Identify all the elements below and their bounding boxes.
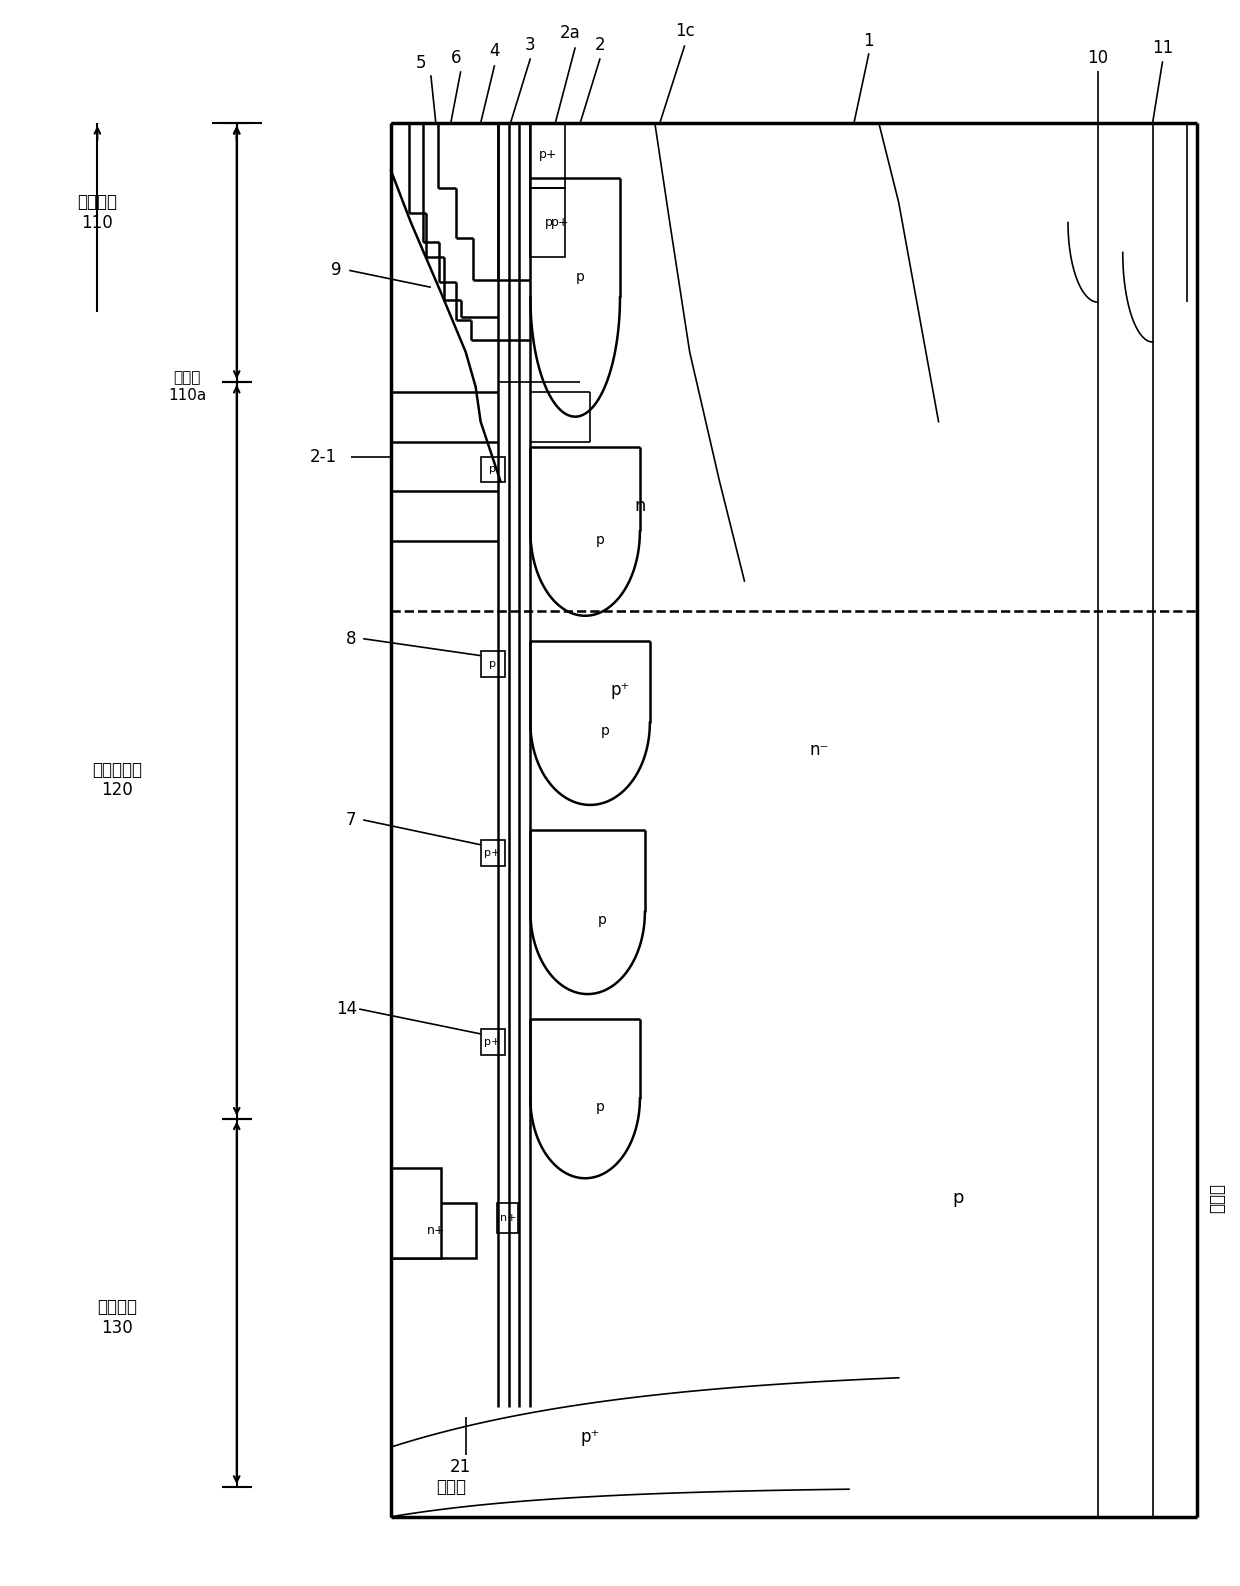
Text: p: p <box>489 658 496 669</box>
Text: 耐压结构部
120: 耐压结构部 120 <box>92 761 143 799</box>
Text: 10: 10 <box>1087 49 1109 67</box>
Text: n⁻: n⁻ <box>810 741 828 760</box>
Text: 3: 3 <box>525 36 536 54</box>
Text: 11: 11 <box>1152 40 1173 57</box>
Text: p: p <box>544 216 552 228</box>
Text: 5: 5 <box>415 54 427 73</box>
Text: p+: p+ <box>551 216 569 228</box>
Text: p: p <box>598 914 608 928</box>
Text: p: p <box>489 465 496 474</box>
Bar <box>481 841 505 866</box>
Text: 21: 21 <box>450 1458 471 1477</box>
Text: 6: 6 <box>450 49 461 67</box>
Text: n+: n+ <box>500 1213 517 1223</box>
Text: p⁺: p⁺ <box>610 682 630 699</box>
Bar <box>481 1029 505 1055</box>
Text: p: p <box>600 725 610 737</box>
Text: 正面侧: 正面侧 <box>435 1478 466 1496</box>
Text: 2a: 2a <box>559 24 580 43</box>
Bar <box>391 1169 440 1258</box>
Text: 分离区域
130: 分离区域 130 <box>97 1299 138 1337</box>
Bar <box>531 187 565 257</box>
Text: p: p <box>575 270 584 284</box>
Text: p: p <box>952 1190 965 1207</box>
Bar <box>391 1204 476 1258</box>
Text: 8: 8 <box>346 630 356 647</box>
Text: p: p <box>595 533 605 547</box>
Text: n: n <box>634 498 646 515</box>
Text: 14: 14 <box>336 1001 357 1018</box>
Text: 終端部
110a: 終端部 110a <box>167 371 206 403</box>
Text: 2-1: 2-1 <box>310 447 337 466</box>
Text: 背面侧: 背面侧 <box>1208 1183 1226 1213</box>
Text: p+: p+ <box>539 149 558 162</box>
Text: 9: 9 <box>331 262 341 279</box>
Text: p+: p+ <box>485 1037 501 1047</box>
Bar <box>481 650 505 677</box>
Text: p: p <box>595 1099 605 1113</box>
Text: 2: 2 <box>595 36 605 54</box>
Text: p+: p+ <box>485 849 501 858</box>
Text: 4: 4 <box>490 43 500 60</box>
Text: 1c: 1c <box>675 22 694 40</box>
Text: 7: 7 <box>346 810 356 829</box>
Bar <box>531 124 565 187</box>
Text: p⁺: p⁺ <box>580 1427 600 1446</box>
Bar <box>496 1204 518 1232</box>
Text: 1: 1 <box>863 32 874 51</box>
Text: 活性区域
110: 活性区域 110 <box>77 193 118 232</box>
Text: n+: n+ <box>427 1223 445 1237</box>
Bar <box>481 457 505 482</box>
